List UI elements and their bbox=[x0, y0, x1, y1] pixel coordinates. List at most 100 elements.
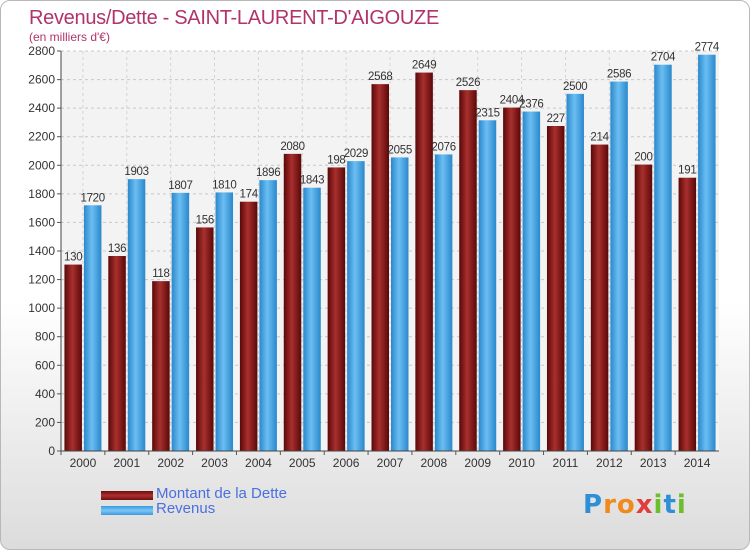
x-tick-label: 2003 bbox=[201, 456, 228, 470]
y-tick-label: 2000 bbox=[28, 158, 55, 172]
proxiti-logo: Proxiti bbox=[583, 490, 687, 520]
x-tick-label: 2000 bbox=[70, 456, 97, 470]
data-label-revenus: 1810 bbox=[212, 179, 236, 191]
y-tick-label: 0 bbox=[48, 444, 55, 458]
bar-dette bbox=[503, 107, 521, 452]
x-tick-label: 2012 bbox=[596, 456, 623, 470]
data-label-dette: 200 bbox=[634, 152, 652, 164]
bar-dette bbox=[634, 164, 653, 452]
y-tick-label: 600 bbox=[35, 358, 55, 372]
data-label-revenus: 2774 bbox=[695, 42, 720, 54]
data-label-revenus: 1903 bbox=[124, 166, 148, 178]
bar-dette bbox=[108, 256, 126, 451]
chart-title: Revenus/Dette - SAINT-LAURENT-D'AIGOUZE bbox=[29, 7, 439, 29]
logo-letter: x bbox=[635, 490, 654, 520]
x-tick-label: 2013 bbox=[640, 456, 667, 470]
bar-dette bbox=[196, 227, 214, 451]
bar-dette bbox=[546, 126, 565, 451]
data-label-revenus: 2029 bbox=[344, 148, 368, 160]
data-label-dette: 2404 bbox=[500, 95, 525, 107]
bar-dette bbox=[459, 90, 477, 452]
bar-revenus bbox=[215, 192, 234, 451]
bar-dette bbox=[327, 167, 346, 451]
x-tick-label: 2001 bbox=[113, 456, 140, 470]
x-tick-label: 2002 bbox=[157, 456, 184, 470]
logo-letter: r bbox=[603, 490, 617, 520]
data-label-dette: 227 bbox=[547, 113, 565, 125]
data-label-dette: 2080 bbox=[280, 141, 304, 153]
bar-dette bbox=[590, 144, 609, 452]
data-label-revenus: 1807 bbox=[168, 180, 192, 192]
y-tick-label: 2600 bbox=[28, 73, 55, 87]
y-tick-label: 2400 bbox=[28, 101, 55, 115]
data-label-dette: 156 bbox=[196, 214, 214, 226]
bar-revenus bbox=[171, 192, 190, 451]
data-label-revenus: 2704 bbox=[651, 52, 676, 64]
y-tick-label: 800 bbox=[35, 330, 55, 344]
logo-letter: P bbox=[583, 490, 604, 520]
x-tick-label: 2009 bbox=[464, 456, 491, 470]
bar-revenus bbox=[478, 120, 497, 452]
x-tick-label: 2010 bbox=[508, 456, 535, 470]
bar-revenus bbox=[347, 161, 365, 451]
data-label-revenus: 2376 bbox=[519, 99, 543, 111]
data-label-dette: 174 bbox=[240, 189, 259, 201]
y-tick-label: 2800 bbox=[28, 44, 55, 58]
bar-revenus bbox=[83, 205, 102, 451]
data-label-revenus: 1896 bbox=[256, 167, 280, 179]
data-label-dette: 191 bbox=[678, 165, 696, 177]
data-label-revenus: 1720 bbox=[80, 192, 104, 204]
data-label-revenus: 2315 bbox=[475, 107, 499, 119]
y-tick-label: 1000 bbox=[28, 301, 55, 315]
logo-letter: i bbox=[653, 490, 664, 520]
bar-dette bbox=[678, 177, 697, 451]
bar-revenus bbox=[303, 187, 321, 451]
x-tick-label: 2007 bbox=[377, 456, 404, 470]
x-tick-label: 2011 bbox=[553, 456, 579, 470]
x-tick-label: 2006 bbox=[333, 456, 360, 470]
y-tick-label: 1600 bbox=[28, 215, 55, 229]
y-tick-label: 1800 bbox=[28, 187, 55, 201]
y-tick-label: 400 bbox=[35, 387, 55, 401]
legend-swatch-revenus bbox=[101, 506, 153, 515]
bar-revenus bbox=[522, 111, 541, 452]
bar-revenus bbox=[610, 81, 628, 452]
y-tick-label: 2200 bbox=[28, 130, 55, 144]
bar-revenus bbox=[698, 54, 716, 451]
data-label-revenus: 1843 bbox=[300, 175, 324, 187]
data-label-revenus: 2586 bbox=[607, 69, 631, 81]
y-tick-label: 200 bbox=[35, 415, 55, 429]
x-tick-label: 2005 bbox=[289, 456, 316, 470]
bar-revenus bbox=[391, 157, 409, 451]
data-label-revenus: 2055 bbox=[388, 144, 412, 156]
chart-subtitle: (en milliers d'€) bbox=[29, 30, 110, 44]
data-label-dette: 136 bbox=[108, 243, 126, 255]
data-label-dette: 118 bbox=[152, 268, 169, 280]
bar-revenus bbox=[127, 179, 146, 451]
bar-dette bbox=[415, 72, 433, 452]
bar-dette bbox=[283, 153, 302, 451]
legend-label-dette: Montant de la Dette bbox=[156, 485, 287, 502]
x-tick-label: 2004 bbox=[245, 456, 272, 470]
bar-revenus bbox=[259, 180, 277, 451]
y-tick-label: 1200 bbox=[28, 273, 55, 287]
logo-letter: o bbox=[616, 490, 636, 520]
bar-revenus bbox=[434, 154, 453, 451]
bar-dette bbox=[64, 264, 82, 451]
legend-swatch-dette bbox=[101, 491, 153, 500]
logo-letter: i bbox=[676, 490, 687, 520]
data-label-dette: 2649 bbox=[412, 60, 436, 72]
data-label-dette: 198 bbox=[327, 154, 345, 166]
data-label-dette: 2526 bbox=[456, 77, 480, 89]
bar-dette bbox=[152, 281, 170, 451]
data-label-dette: 2568 bbox=[368, 71, 392, 83]
legend-label-revenus: Revenus bbox=[156, 500, 216, 517]
data-label-revenus: 2076 bbox=[431, 141, 455, 153]
bar-dette bbox=[371, 84, 389, 452]
bar-revenus bbox=[654, 64, 672, 451]
bar-revenus bbox=[566, 93, 584, 451]
data-label-revenus: 2500 bbox=[563, 81, 587, 93]
data-label-dette: 214 bbox=[590, 132, 609, 144]
